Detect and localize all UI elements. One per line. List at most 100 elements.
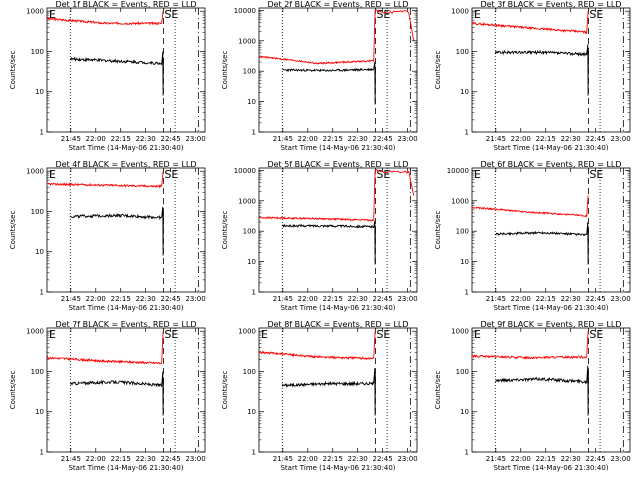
x-tick-label: 22:45 [373, 455, 393, 463]
x-axis-label: Start Time (14-May-06 21:30:40) [493, 464, 608, 472]
x-tick-label: 23:00 [397, 455, 417, 463]
chart-title: Det 7f BLACK = Events, RED = LLD [55, 320, 196, 329]
y-tick-label: 1 [252, 449, 256, 457]
black-events-series-line [69, 371, 164, 416]
marker-left: E [49, 168, 56, 181]
x-tick-label: 23:00 [185, 295, 205, 303]
x-tick-label: 23:00 [610, 135, 630, 143]
chart-panel-1: Det 1f BLACK = Events, RED = LLD 1 10 100 10… [9, 0, 206, 152]
plot-frame [258, 167, 418, 293]
x-tick-label: 21:45 [61, 295, 81, 303]
x-tick-label: 22:00 [86, 455, 106, 463]
x-tick-label: 21:45 [486, 135, 506, 143]
y-tick-label: 10000 [234, 167, 256, 175]
x-tick-label: 22:00 [298, 135, 318, 143]
x-axis-label: Start Time (14-May-06 21:30:40) [493, 304, 608, 312]
black-events-series-line [69, 51, 164, 96]
y-tick-label: 1 [252, 289, 256, 297]
x-tick-label: 22:15 [323, 295, 343, 303]
x-tick-label: 23:00 [610, 295, 630, 303]
marker-left: E [474, 168, 481, 181]
y-tick-label: 1 [40, 129, 44, 137]
y-tick-label: 100 [31, 48, 44, 56]
plot-frame [46, 167, 206, 293]
y-axis-label: Counts/sec [434, 211, 442, 250]
x-tick-label: 22:15 [323, 455, 343, 463]
x-tick-label: 22:00 [511, 135, 531, 143]
red-lld-series-line [471, 331, 589, 360]
x-tick-label: 22:15 [111, 135, 131, 143]
chart-title: Det 3f BLACK = Events, RED = LLD [480, 0, 621, 9]
red-lld-series-line [258, 169, 415, 222]
plot-frame [258, 327, 418, 453]
x-axis-label: Start Time (14-May-06 21:30:40) [68, 464, 183, 472]
red-lld-series-line [46, 11, 164, 26]
chart-panel-7: Det 7f BLACK = Events, RED = LLD 1 10 100 10… [9, 320, 206, 472]
black-events-series-line [281, 368, 376, 416]
plot-frame [46, 7, 206, 133]
y-axis-label: Counts/sec [434, 51, 442, 90]
chart-title: Det 5f BLACK = Events, RED = LLD [267, 160, 408, 169]
y-axis-label: Counts/sec [9, 211, 17, 250]
x-axis-label: Start Time (14-May-06 21:30:40) [68, 144, 183, 152]
y-tick-label: 1000 [451, 328, 469, 336]
x-tick-label: 22:45 [373, 295, 393, 303]
x-tick-label: 22:30 [561, 295, 581, 303]
y-tick-label: 10000 [234, 7, 256, 15]
y-tick-label: 1 [252, 129, 256, 137]
marker-right: SE [589, 328, 603, 341]
marker-right: SE [376, 168, 390, 181]
y-tick-label: 1 [40, 289, 44, 297]
x-tick-label: 22:45 [586, 295, 606, 303]
x-tick-label: 22:00 [511, 295, 531, 303]
x-tick-label: 22:30 [136, 455, 156, 463]
plot-frame [46, 327, 206, 453]
y-axis-label: Counts/sec [221, 51, 229, 90]
marker-left: E [49, 328, 56, 341]
x-tick-label: 22:15 [536, 455, 556, 463]
y-tick-label: 100 [456, 368, 469, 376]
x-tick-label: 21:45 [273, 135, 293, 143]
x-tick-label: 23:00 [397, 295, 417, 303]
x-tick-label: 22:45 [161, 135, 181, 143]
marker-left: E [261, 328, 268, 341]
x-axis-label: Start Time (14-May-06 21:30:40) [280, 144, 395, 152]
marker-left: E [474, 328, 481, 341]
y-tick-label: 100 [31, 208, 44, 216]
x-tick-label: 23:00 [397, 135, 417, 143]
plot-frame [471, 167, 631, 293]
y-tick-label: 10 [35, 248, 44, 256]
black-events-series-line [495, 222, 589, 265]
x-tick-label: 22:00 [86, 135, 106, 143]
x-tick-label: 22:30 [561, 455, 581, 463]
marker-left: E [49, 8, 56, 21]
chart-title: Det 6f BLACK = Events, RED = LLD [480, 160, 621, 169]
y-tick-label: 10 [460, 88, 469, 96]
x-tick-label: 22:45 [161, 295, 181, 303]
x-tick-label: 22:00 [298, 295, 318, 303]
chart-title: Det 8f BLACK = Events, RED = LLD [267, 320, 408, 329]
y-tick-label: 1000 [238, 197, 256, 205]
y-axis-label: Counts/sec [434, 371, 442, 410]
x-tick-label: 21:45 [486, 295, 506, 303]
chart-panel-2: Det 2f BLACK = Events, RED = LLD 1 10 100 10… [221, 0, 418, 152]
chart-panel-5: Det 5f BLACK = Events, RED = LLD 1 10 100 10… [221, 160, 418, 312]
y-tick-label: 1000 [238, 328, 256, 336]
x-tick-label: 21:45 [273, 295, 293, 303]
x-tick-label: 22:00 [86, 295, 106, 303]
y-tick-label: 100 [243, 68, 256, 76]
x-axis-label: Start Time (14-May-06 21:30:40) [280, 304, 395, 312]
x-axis-label: Start Time (14-May-06 21:30:40) [493, 144, 608, 152]
x-tick-label: 21:45 [61, 455, 81, 463]
x-tick-label: 22:30 [136, 135, 156, 143]
y-tick-label: 10 [460, 258, 469, 266]
x-axis-label: Start Time (14-May-06 21:30:40) [68, 304, 183, 312]
y-tick-label: 100 [456, 228, 469, 236]
x-tick-label: 23:00 [185, 455, 205, 463]
y-tick-label: 10 [460, 408, 469, 416]
y-tick-label: 100 [31, 368, 44, 376]
red-lld-series-line [259, 331, 376, 361]
red-lld-series-line [471, 11, 589, 35]
marker-right: SE [164, 8, 178, 21]
